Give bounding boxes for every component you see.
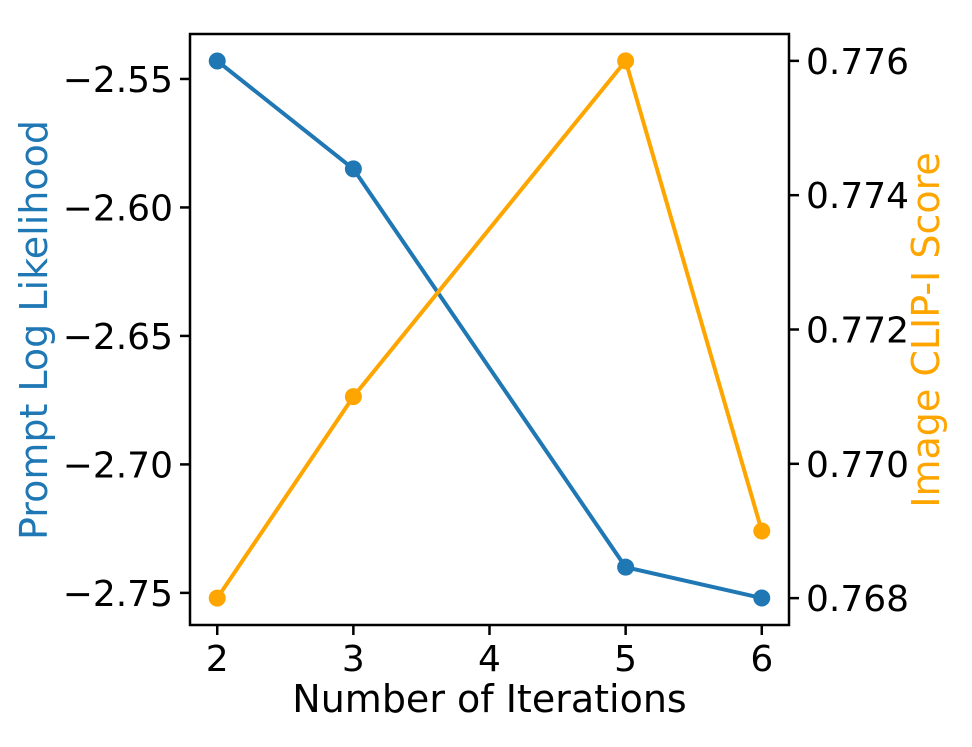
right-y-tick-label: 0.776 [806,42,909,83]
plot-frame [188,32,791,627]
series-marker-prompt-log-likelihood [344,160,362,178]
x-tick-label: 4 [478,639,501,680]
series-marker-image-clip-i-score [208,589,226,607]
left-y-tick-label: −2.70 [63,445,173,486]
x-tick-label: 6 [750,639,773,680]
series-line-image-clip-i-score [215,58,764,601]
series-marker-image-clip-i-score [753,522,771,540]
right-y-tick-label: 0.772 [806,311,909,352]
x-tick-label: 3 [342,639,365,680]
series-marker-image-clip-i-score [344,388,362,406]
x-axis-label: Number of Iterations [292,677,687,721]
right-y-tick-label: 0.770 [806,445,909,486]
series-marker-prompt-log-likelihood [208,52,226,70]
left-y-tick-label: −2.60 [63,188,173,229]
series-marker-prompt-log-likelihood [617,558,635,576]
right-y-tick-label: 0.774 [806,176,909,217]
left-y-tick-label: −2.55 [63,60,173,101]
x-tick-label: 5 [614,639,637,680]
series-line-prompt-log-likelihood [215,58,764,601]
x-tick-label: 2 [206,639,229,680]
series-marker-prompt-log-likelihood [753,589,771,607]
left-y-axis-label: Prompt Log Likelihood [12,119,56,540]
left-y-tick-label: −2.75 [63,574,173,615]
series-marker-image-clip-i-score [617,52,635,70]
right-y-tick-label: 0.768 [806,579,909,620]
right-y-axis-label: Image CLIP-I Score [904,151,948,508]
left-y-tick-label: −2.65 [63,317,173,358]
